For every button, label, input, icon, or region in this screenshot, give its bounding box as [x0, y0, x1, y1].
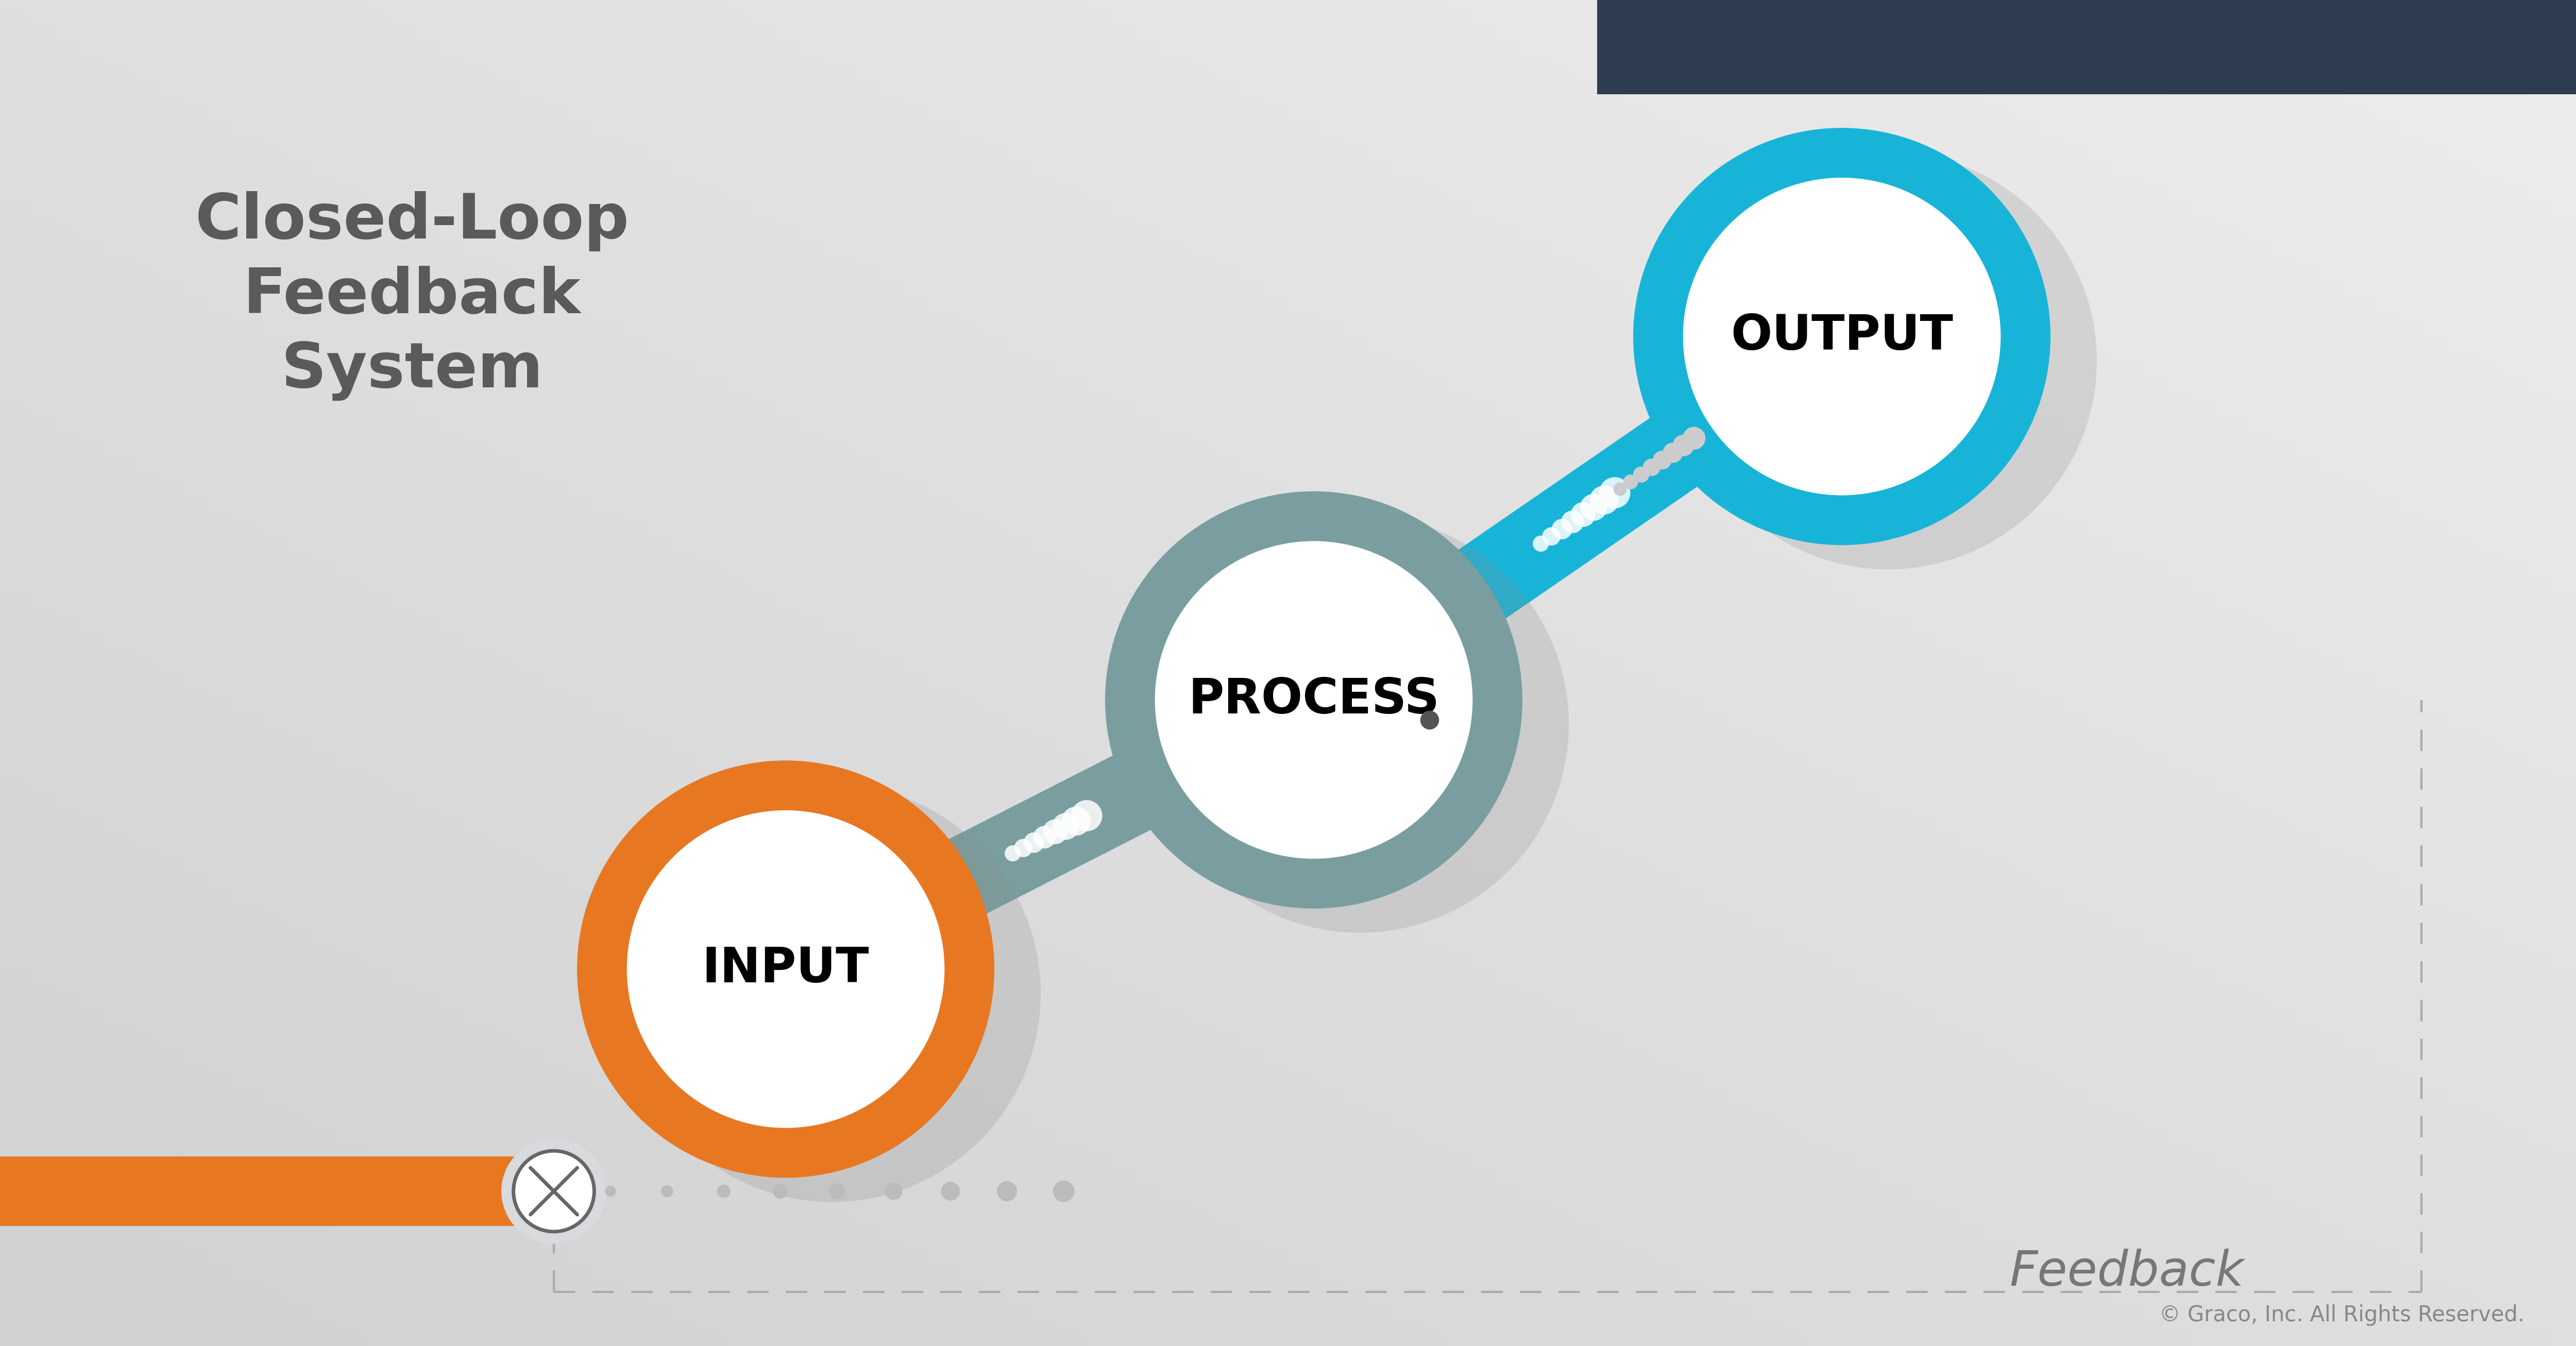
Circle shape: [1043, 820, 1066, 844]
Text: © Graco, Inc. All Rights Reserved.: © Graco, Inc. All Rights Reserved.: [2159, 1304, 2524, 1326]
Bar: [1597, 0, 2576, 94]
Circle shape: [1105, 491, 1522, 909]
Circle shape: [1551, 518, 1571, 540]
Circle shape: [1579, 494, 1607, 521]
Circle shape: [1633, 128, 2050, 545]
Circle shape: [1600, 476, 1631, 509]
Circle shape: [1662, 443, 1682, 463]
Circle shape: [623, 785, 1041, 1202]
Circle shape: [1543, 528, 1561, 545]
Circle shape: [1061, 806, 1090, 836]
Circle shape: [1419, 711, 1440, 730]
Circle shape: [1682, 178, 2002, 495]
Circle shape: [1682, 427, 1705, 450]
Circle shape: [886, 1182, 902, 1201]
Text: PROCESS: PROCESS: [1188, 676, 1440, 724]
Circle shape: [997, 1182, 1018, 1201]
Circle shape: [605, 1186, 616, 1197]
Text: OUTPUT: OUTPUT: [1731, 312, 1953, 361]
Circle shape: [1015, 839, 1033, 857]
Polygon shape: [1291, 302, 1865, 735]
Circle shape: [1589, 486, 1618, 514]
Circle shape: [577, 760, 994, 1178]
Circle shape: [1533, 536, 1548, 552]
Circle shape: [1672, 435, 1695, 456]
Circle shape: [1623, 474, 1638, 489]
Circle shape: [626, 810, 945, 1128]
Circle shape: [1151, 516, 1569, 933]
Circle shape: [502, 1139, 605, 1244]
Text: Feedback: Feedback: [2009, 1249, 2244, 1295]
Circle shape: [1023, 832, 1043, 853]
Circle shape: [773, 1184, 788, 1198]
Circle shape: [829, 1183, 845, 1199]
Circle shape: [1051, 813, 1079, 840]
Circle shape: [1571, 502, 1595, 526]
Text: INPUT: INPUT: [703, 945, 868, 993]
Circle shape: [1643, 459, 1662, 476]
Circle shape: [1654, 451, 1672, 470]
Circle shape: [1054, 1180, 1074, 1202]
Polygon shape: [768, 662, 1332, 1007]
Circle shape: [513, 1151, 595, 1232]
Bar: [0, 1156, 554, 1226]
Circle shape: [940, 1182, 961, 1201]
Circle shape: [1072, 800, 1103, 832]
Circle shape: [716, 1184, 732, 1198]
Circle shape: [1033, 826, 1056, 848]
Circle shape: [1680, 152, 2097, 569]
Circle shape: [662, 1184, 672, 1198]
Circle shape: [1154, 541, 1473, 859]
Circle shape: [1633, 467, 1649, 483]
Circle shape: [1561, 510, 1584, 533]
Circle shape: [1613, 482, 1628, 495]
Text: Closed-Loop
Feedback
System: Closed-Loop Feedback System: [196, 191, 629, 401]
Circle shape: [1005, 845, 1020, 861]
